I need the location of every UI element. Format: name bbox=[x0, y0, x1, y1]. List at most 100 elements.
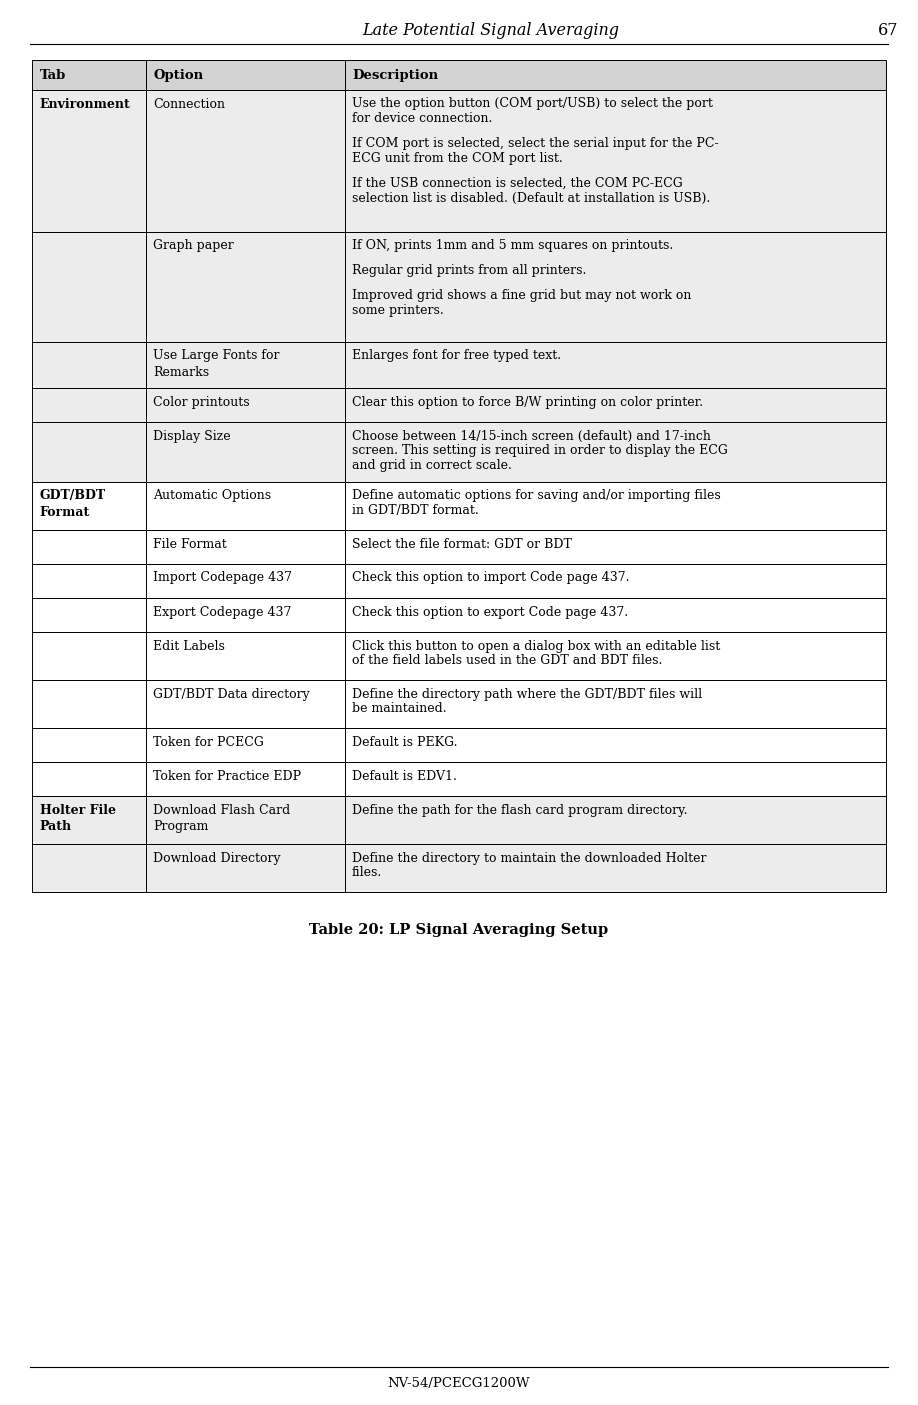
Text: Define automatic options for saving and/or importing files: Define automatic options for saving and/… bbox=[353, 489, 721, 503]
Text: Select the file format: GDT or BDT: Select the file format: GDT or BDT bbox=[353, 538, 572, 551]
Bar bbox=[146, 563, 344, 599]
Bar bbox=[344, 599, 886, 632]
Text: If the USB connection is selected, the COM PC-ECG: If the USB connection is selected, the C… bbox=[353, 177, 683, 190]
Bar bbox=[32, 844, 146, 892]
Bar bbox=[344, 728, 886, 762]
Bar bbox=[32, 388, 146, 422]
Bar bbox=[32, 60, 146, 90]
Text: Use the option button (COM port/USB) to select the port: Use the option button (COM port/USB) to … bbox=[353, 97, 713, 111]
Text: 67: 67 bbox=[878, 21, 898, 38]
Bar bbox=[146, 728, 344, 762]
Bar bbox=[146, 530, 344, 563]
Bar bbox=[344, 680, 886, 728]
Bar bbox=[344, 60, 886, 90]
Text: Graph paper: Graph paper bbox=[153, 239, 234, 253]
Bar bbox=[344, 482, 886, 530]
Text: Default is EDV1.: Default is EDV1. bbox=[353, 770, 457, 783]
Text: Improved grid shows a fine grid but may not work on: Improved grid shows a fine grid but may … bbox=[353, 289, 691, 302]
Bar bbox=[146, 762, 344, 797]
Bar bbox=[344, 797, 886, 844]
Text: File Format: File Format bbox=[153, 538, 227, 551]
Text: Click this button to open a dialog box with an editable list: Click this button to open a dialog box w… bbox=[353, 639, 721, 652]
Bar bbox=[146, 232, 344, 341]
Text: If ON, prints 1mm and 5 mm squares on printouts.: If ON, prints 1mm and 5 mm squares on pr… bbox=[353, 239, 673, 253]
Text: Automatic Options: Automatic Options bbox=[153, 489, 271, 503]
Text: Environment: Environment bbox=[39, 97, 130, 111]
Text: of the field labels used in the GDT and BDT files.: of the field labels used in the GDT and … bbox=[353, 655, 663, 667]
Text: Use Large Fonts for
Remarks: Use Large Fonts for Remarks bbox=[153, 350, 280, 379]
Text: Define the directory path where the GDT/BDT files will: Define the directory path where the GDT/… bbox=[353, 687, 702, 701]
Text: Option: Option bbox=[153, 69, 203, 81]
Text: Export Codepage 437: Export Codepage 437 bbox=[153, 606, 291, 618]
Bar bbox=[32, 530, 146, 563]
Text: be maintained.: be maintained. bbox=[353, 702, 447, 715]
Text: Clear this option to force B/W printing on color printer.: Clear this option to force B/W printing … bbox=[353, 395, 703, 409]
Text: Check this option to export Code page 437.: Check this option to export Code page 43… bbox=[353, 606, 628, 618]
Text: Define the path for the flash card program directory.: Define the path for the flash card progr… bbox=[353, 804, 688, 816]
Bar bbox=[32, 680, 146, 728]
Bar bbox=[32, 762, 146, 797]
Bar bbox=[344, 762, 886, 797]
Text: Display Size: Display Size bbox=[153, 430, 230, 443]
Bar bbox=[146, 632, 344, 680]
Bar bbox=[146, 844, 344, 892]
Text: Description: Description bbox=[353, 69, 438, 81]
Text: some printers.: some printers. bbox=[353, 303, 443, 318]
Bar bbox=[344, 563, 886, 599]
Bar bbox=[32, 728, 146, 762]
Text: for device connection.: for device connection. bbox=[353, 112, 492, 125]
Bar bbox=[32, 599, 146, 632]
Text: Default is PEKG.: Default is PEKG. bbox=[353, 735, 457, 749]
Bar bbox=[32, 90, 146, 232]
Bar bbox=[146, 422, 344, 482]
Text: files.: files. bbox=[353, 867, 382, 880]
Bar bbox=[146, 680, 344, 728]
Bar bbox=[344, 232, 886, 341]
Text: selection list is disabled. (Default at installation is USB).: selection list is disabled. (Default at … bbox=[353, 191, 711, 205]
Text: Table 20: LP Signal Averaging Setup: Table 20: LP Signal Averaging Setup bbox=[309, 923, 609, 937]
Bar bbox=[146, 341, 344, 388]
Bar bbox=[146, 388, 344, 422]
Bar bbox=[344, 422, 886, 482]
Text: GDT/BDT Data directory: GDT/BDT Data directory bbox=[153, 687, 310, 701]
Text: screen. This setting is required in order to display the ECG: screen. This setting is required in orde… bbox=[353, 444, 728, 457]
Bar bbox=[146, 599, 344, 632]
Bar bbox=[344, 844, 886, 892]
Bar bbox=[32, 632, 146, 680]
Bar bbox=[344, 632, 886, 680]
Bar bbox=[146, 60, 344, 90]
Text: Holter File
Path: Holter File Path bbox=[39, 804, 116, 833]
Bar bbox=[32, 232, 146, 341]
Bar bbox=[32, 482, 146, 530]
Text: Enlarges font for free typed text.: Enlarges font for free typed text. bbox=[353, 350, 561, 362]
Bar bbox=[32, 422, 146, 482]
Text: in GDT/BDT format.: in GDT/BDT format. bbox=[353, 504, 479, 517]
Text: Token for PCECG: Token for PCECG bbox=[153, 735, 264, 749]
Text: Import Codepage 437: Import Codepage 437 bbox=[153, 572, 292, 584]
Bar bbox=[344, 388, 886, 422]
Text: Edit Labels: Edit Labels bbox=[153, 639, 225, 652]
Text: Token for Practice EDP: Token for Practice EDP bbox=[153, 770, 301, 783]
Bar bbox=[344, 90, 886, 232]
Text: Tab: Tab bbox=[39, 69, 66, 81]
Bar bbox=[146, 797, 344, 844]
Bar bbox=[32, 563, 146, 599]
Bar bbox=[344, 341, 886, 388]
Text: Choose between 14/15-inch screen (default) and 17-inch: Choose between 14/15-inch screen (defaul… bbox=[353, 430, 711, 443]
Bar bbox=[32, 797, 146, 844]
Text: GDT/BDT
Format: GDT/BDT Format bbox=[39, 489, 106, 518]
Text: Check this option to import Code page 437.: Check this option to import Code page 43… bbox=[353, 572, 630, 584]
Text: If COM port is selected, select the serial input for the PC-: If COM port is selected, select the seri… bbox=[353, 138, 719, 150]
Text: Define the directory to maintain the downloaded Holter: Define the directory to maintain the dow… bbox=[353, 851, 707, 864]
Bar bbox=[146, 90, 344, 232]
Text: Color printouts: Color printouts bbox=[153, 395, 250, 409]
Text: Regular grid prints from all printers.: Regular grid prints from all printers. bbox=[353, 264, 587, 277]
Bar bbox=[32, 341, 146, 388]
Text: Connection: Connection bbox=[153, 97, 225, 111]
Text: Download Directory: Download Directory bbox=[153, 851, 281, 864]
Text: Late Potential Signal Averaging: Late Potential Signal Averaging bbox=[363, 21, 620, 38]
Text: ECG unit from the COM port list.: ECG unit from the COM port list. bbox=[353, 152, 563, 164]
Bar bbox=[146, 482, 344, 530]
Bar bbox=[344, 530, 886, 563]
Text: Download Flash Card
Program: Download Flash Card Program bbox=[153, 804, 290, 833]
